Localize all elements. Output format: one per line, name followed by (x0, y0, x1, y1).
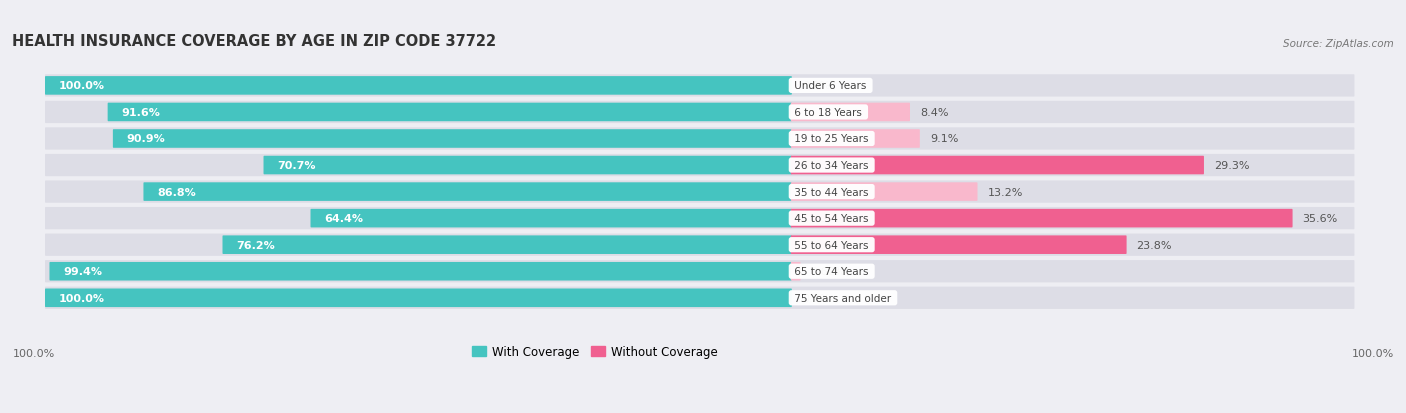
FancyBboxPatch shape (45, 154, 1354, 177)
Text: HEALTH INSURANCE COVERAGE BY AGE IN ZIP CODE 37722: HEALTH INSURANCE COVERAGE BY AGE IN ZIP … (13, 34, 496, 50)
FancyBboxPatch shape (790, 209, 1292, 228)
Text: 45 to 54 Years: 45 to 54 Years (792, 214, 872, 223)
FancyBboxPatch shape (45, 77, 792, 95)
Text: 9.1%: 9.1% (929, 134, 957, 144)
FancyBboxPatch shape (143, 183, 792, 202)
FancyBboxPatch shape (790, 236, 1126, 254)
Text: 13.2%: 13.2% (987, 187, 1022, 197)
FancyBboxPatch shape (790, 103, 910, 122)
FancyBboxPatch shape (45, 75, 1354, 97)
FancyBboxPatch shape (45, 234, 1354, 256)
FancyBboxPatch shape (49, 262, 792, 281)
FancyBboxPatch shape (790, 130, 920, 148)
Text: 76.2%: 76.2% (236, 240, 274, 250)
FancyBboxPatch shape (45, 128, 1354, 150)
FancyBboxPatch shape (222, 236, 792, 254)
Text: 0.0%: 0.0% (801, 293, 830, 303)
Text: 0.0%: 0.0% (801, 81, 830, 91)
FancyBboxPatch shape (311, 209, 792, 228)
Text: 6 to 18 Years: 6 to 18 Years (792, 108, 866, 118)
Text: 26 to 34 Years: 26 to 34 Years (792, 161, 872, 171)
FancyBboxPatch shape (112, 130, 792, 148)
FancyBboxPatch shape (45, 207, 1354, 230)
Text: Source: ZipAtlas.com: Source: ZipAtlas.com (1282, 39, 1393, 50)
FancyBboxPatch shape (45, 287, 1354, 309)
FancyBboxPatch shape (45, 261, 1354, 283)
Text: Under 6 Years: Under 6 Years (792, 81, 870, 91)
Text: 100.0%: 100.0% (59, 81, 104, 91)
Text: 100.0%: 100.0% (13, 348, 55, 358)
FancyBboxPatch shape (790, 183, 977, 202)
Text: 23.8%: 23.8% (1136, 240, 1173, 250)
FancyBboxPatch shape (790, 157, 1204, 175)
Text: 100.0%: 100.0% (1351, 348, 1393, 358)
FancyBboxPatch shape (108, 103, 792, 122)
Text: 91.6%: 91.6% (121, 108, 160, 118)
Text: 86.8%: 86.8% (157, 187, 195, 197)
FancyBboxPatch shape (45, 289, 792, 307)
Text: 0.62%: 0.62% (810, 267, 846, 277)
Text: 8.4%: 8.4% (920, 108, 949, 118)
Text: 99.4%: 99.4% (63, 267, 103, 277)
Text: 70.7%: 70.7% (277, 161, 315, 171)
FancyBboxPatch shape (263, 157, 792, 175)
Text: 75 Years and older: 75 Years and older (792, 293, 894, 303)
Text: 90.9%: 90.9% (127, 134, 166, 144)
Text: 65 to 74 Years: 65 to 74 Years (792, 267, 872, 277)
FancyBboxPatch shape (45, 181, 1354, 203)
Text: 100.0%: 100.0% (59, 293, 104, 303)
Text: 29.3%: 29.3% (1213, 161, 1250, 171)
Text: 64.4%: 64.4% (325, 214, 363, 223)
FancyBboxPatch shape (790, 262, 800, 281)
Legend: With Coverage, Without Coverage: With Coverage, Without Coverage (467, 340, 723, 363)
Text: 19 to 25 Years: 19 to 25 Years (792, 134, 872, 144)
FancyBboxPatch shape (45, 102, 1354, 124)
Text: 35 to 44 Years: 35 to 44 Years (792, 187, 872, 197)
Text: 35.6%: 35.6% (1302, 214, 1337, 223)
Text: 55 to 64 Years: 55 to 64 Years (792, 240, 872, 250)
